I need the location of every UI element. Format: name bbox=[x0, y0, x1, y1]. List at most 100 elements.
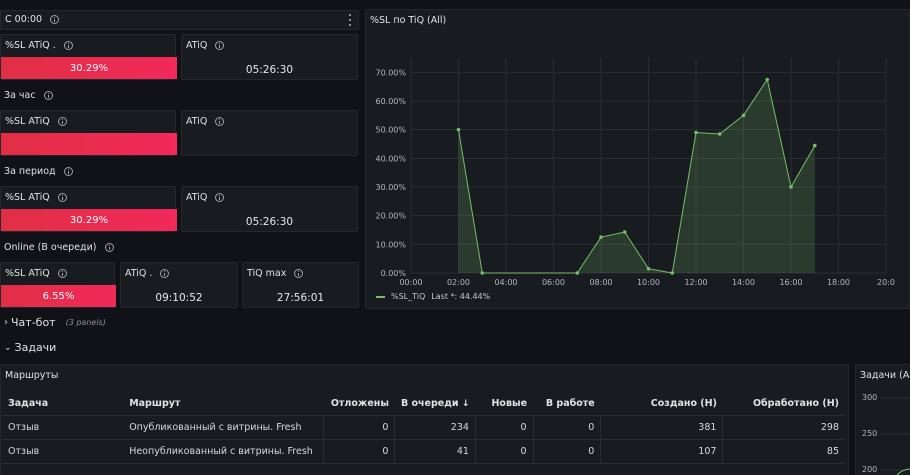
x-tick-label: 14:00 bbox=[732, 278, 755, 287]
cell-in-work: 0 bbox=[532, 439, 601, 464]
since-atiq-panel: ATiQ 05:26:30 bbox=[181, 34, 358, 80]
row-tasks-header[interactable]: ⌄ Задачи bbox=[4, 341, 56, 354]
sl-chart-panel: %SL по TiQ (All) 0.00% 10.00% 20.00% 30.00%… bbox=[365, 9, 910, 309]
cell-task: Отзыв bbox=[2, 415, 124, 440]
period-sl-title: %SL ATiQ bbox=[5, 192, 50, 203]
y-tick-label: 50.00% bbox=[375, 126, 406, 135]
legend-swatch bbox=[376, 295, 385, 298]
cell-new: 0 bbox=[474, 439, 534, 464]
info-icon[interactable] bbox=[63, 41, 73, 50]
since-atiq-title: ATiQ bbox=[186, 40, 208, 51]
online-tiqmax-value: 27:56:01 bbox=[276, 292, 325, 304]
data-point bbox=[741, 113, 746, 118]
col-route[interactable]: Маршрут bbox=[123, 393, 324, 416]
cell-processed: 85 bbox=[722, 439, 845, 464]
routes-panel: Маршруты Задача Маршрут Отложены В очере… bbox=[0, 364, 849, 475]
online-sl-value: 6.55% bbox=[42, 290, 75, 302]
y-tick-label: 60.00% bbox=[375, 97, 406, 106]
x-tick-label: 18:00 bbox=[827, 278, 850, 287]
tasks-chart-title: Задачи (All bbox=[860, 370, 910, 381]
series-area bbox=[458, 79, 815, 273]
y-tick-label: 0.00% bbox=[381, 269, 407, 278]
data-point bbox=[456, 127, 461, 132]
col-in-work[interactable]: В работе bbox=[533, 393, 601, 416]
since-sl-bar: 30.29% bbox=[1, 57, 177, 79]
y-tick-label: 10.00% bbox=[375, 240, 406, 249]
chevron-right-icon: › bbox=[4, 317, 8, 328]
info-icon[interactable] bbox=[294, 269, 304, 278]
col-queue-label: В очереди bbox=[400, 398, 459, 410]
cell-postponed: 0 bbox=[322, 415, 395, 440]
table-row[interactable]: Отзыв Опубликованный с витрины. Fresh 0 … bbox=[2, 415, 845, 440]
sl-chart[interactable]: 0.00% 10.00% 20.00% 30.00% 40.00% 50.00% 60.00… bbox=[366, 10, 910, 310]
data-point bbox=[599, 235, 603, 239]
data-point bbox=[789, 185, 793, 189]
since-atiq-value: 05:26:30 bbox=[245, 64, 294, 76]
cell-created: 107 bbox=[600, 439, 723, 464]
col-postponed[interactable]: Отложены bbox=[323, 393, 395, 416]
hour-sl-panel: %SL ATiQ bbox=[0, 110, 177, 156]
row-since-header[interactable]: С 00:00 bbox=[0, 10, 359, 30]
info-icon[interactable] bbox=[160, 269, 170, 278]
info-icon[interactable] bbox=[57, 117, 67, 126]
cell-postponed: 0 bbox=[322, 439, 395, 464]
x-tick-label: 00:00 bbox=[399, 278, 422, 287]
tasks-ytick-300: 300 bbox=[862, 393, 878, 402]
row-period-title: За период bbox=[4, 166, 56, 177]
info-icon[interactable] bbox=[57, 269, 67, 278]
cell-new: 0 bbox=[474, 415, 534, 440]
col-created[interactable]: Создано (Н) bbox=[600, 393, 723, 416]
hour-sl-title: %SL ATiQ bbox=[5, 116, 50, 127]
info-icon[interactable] bbox=[215, 41, 225, 50]
data-point bbox=[622, 230, 627, 234]
chart-legend[interactable]: %SL_TiQ Last *: 44.44% bbox=[376, 292, 490, 301]
cell-route: Опубликованный с витрины. Fresh bbox=[123, 415, 324, 440]
info-icon[interactable] bbox=[50, 15, 60, 24]
row-chatbot-header[interactable]: › Чат-бот (3 panels) bbox=[4, 316, 106, 329]
online-sl-title: %SL ATiQ bbox=[5, 268, 50, 279]
info-icon[interactable] bbox=[104, 243, 114, 252]
arrow-down-icon: ↓ bbox=[461, 399, 470, 410]
row-online-header: Online (В очереди) bbox=[4, 242, 114, 253]
row-since-title: С 00:00 bbox=[5, 14, 43, 25]
period-atiq-title: ATiQ bbox=[186, 192, 208, 203]
info-icon[interactable] bbox=[57, 193, 67, 202]
period-atiq-value: 05:26:30 bbox=[245, 216, 294, 228]
col-queue[interactable]: В очереди ↓ bbox=[394, 393, 476, 416]
info-icon[interactable] bbox=[43, 91, 53, 100]
routes-title: Маршруты bbox=[5, 370, 59, 381]
tasks-chart-line bbox=[880, 397, 910, 475]
chart-title: %SL по TiQ (All) bbox=[370, 15, 447, 26]
x-tick-label: 02:00 bbox=[447, 278, 470, 287]
since-sl-value: 30.29% bbox=[69, 62, 109, 74]
cell-in-work: 0 bbox=[532, 415, 601, 440]
x-tick-label: 08:00 bbox=[589, 278, 612, 287]
tasks-chart-panel: Задачи (All 300 250 200 bbox=[855, 364, 910, 475]
y-tick-label: 20.00% bbox=[375, 212, 406, 221]
col-processed[interactable]: Обработано (Н) bbox=[722, 393, 845, 416]
online-atiq-value: 09:10:52 bbox=[155, 292, 203, 304]
info-icon[interactable] bbox=[63, 167, 73, 176]
row-hour-header: За час bbox=[4, 90, 53, 101]
tasks-ytick-250: 250 bbox=[862, 429, 878, 438]
data-point bbox=[717, 132, 722, 136]
period-atiq-panel: ATiQ 05:26:30 bbox=[181, 186, 358, 232]
panel-menu-icon[interactable] bbox=[346, 14, 354, 26]
info-icon[interactable] bbox=[215, 117, 225, 126]
online-atiq-title: ATiQ . bbox=[125, 268, 153, 279]
col-new[interactable]: Новые bbox=[475, 393, 534, 416]
y-tick-label: 70.00% bbox=[375, 68, 406, 77]
data-point bbox=[765, 77, 770, 82]
info-icon[interactable] bbox=[215, 193, 225, 202]
table-row[interactable]: Отзыв Неопубликованный с витрины. Fresh … bbox=[2, 439, 845, 464]
row-chatbot-note: (3 panels) bbox=[65, 318, 106, 327]
x-tick-label: 16:00 bbox=[779, 278, 802, 287]
data-point bbox=[646, 266, 651, 271]
online-tiqmax-title: TiQ max bbox=[247, 268, 287, 279]
tasks-ytick-200: 200 bbox=[862, 465, 878, 474]
cell-queue: 234 bbox=[394, 415, 476, 440]
period-sl-value: 30.29% bbox=[69, 214, 109, 226]
hour-atiq-panel: ATiQ bbox=[181, 110, 358, 156]
col-task[interactable]: Задача bbox=[2, 393, 124, 416]
chevron-down-icon: ⌄ bbox=[4, 342, 12, 353]
